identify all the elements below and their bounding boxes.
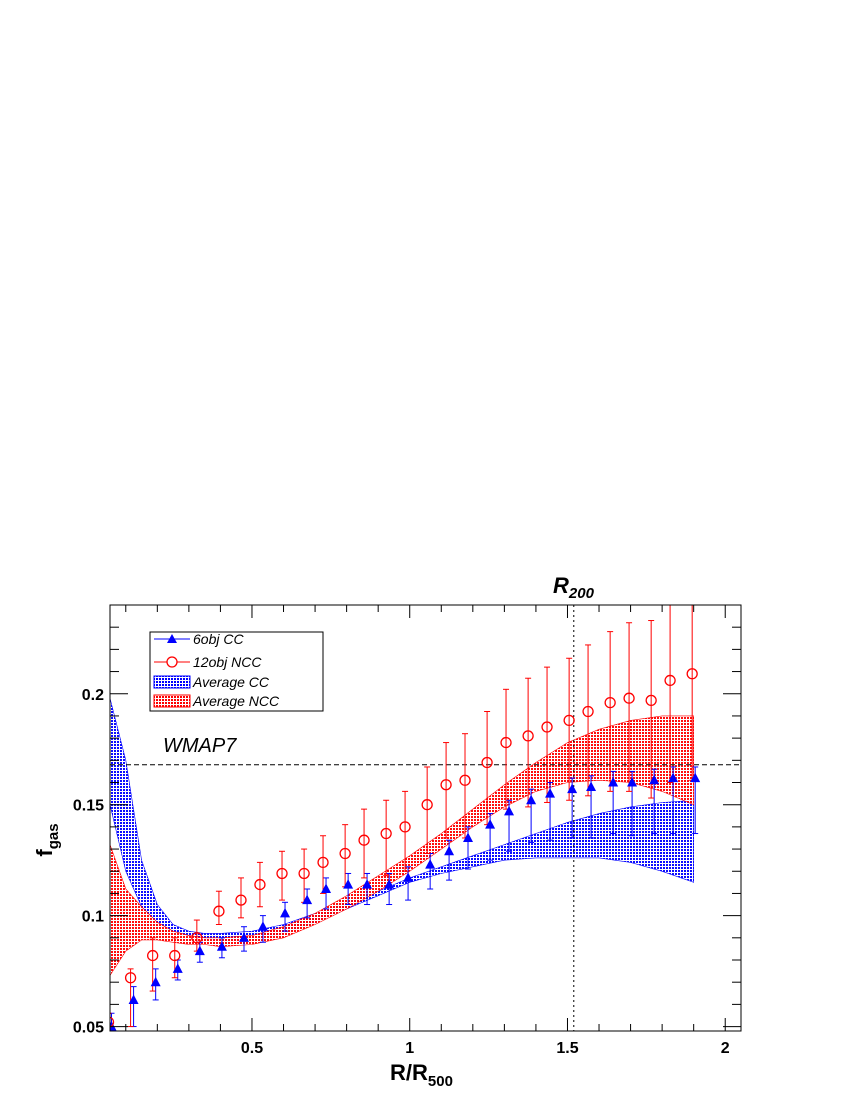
data-point-cc [425,859,436,869]
data-point-cc [485,819,496,829]
legend-marker-triangle [167,634,177,643]
data-point-ncc [317,856,329,869]
data-point-cc [690,772,701,783]
y-axis-title: fgas [32,823,62,856]
x-axis-title: R/R500 [390,1060,453,1090]
band-average-ncc [110,715,694,977]
data-point-cc [280,907,291,918]
data-point-ncc [298,867,310,880]
legend-label-avg-ncc: Average NCC [192,693,280,709]
data-point-ncc [686,668,698,680]
data-point-ncc [110,1016,115,1028]
data-point-ncc [339,847,351,860]
y-tick-label: 0.05 [73,1020,104,1037]
data-point-cc [627,777,638,787]
data-point-cc [150,976,161,987]
x-tick-label: 1.5 [556,1040,578,1057]
x-tick-label: 0.5 [241,1040,263,1057]
data-point-cc [239,932,250,942]
legend-label-cc: 6obj CC [193,631,244,647]
legend: 6obj CC 12obj NCC Average CC Average NCC [149,631,324,712]
legend-swatch-avg-cc [153,675,191,689]
data-point-cc [172,963,183,973]
legend-item-avg-cc: Average CC [153,674,270,690]
data-point-ncc [358,834,370,846]
x-axis-title-main: R/R [390,1060,428,1085]
y-axis-title-sub: gas [45,823,62,849]
data-point-cc [545,788,556,798]
data-point-ncc [481,756,493,769]
data-point-ncc [124,972,137,984]
legend-marker-circle [166,656,178,668]
y-tick-label: 0.15 [73,798,104,815]
data-point-cc [321,883,332,893]
data-point-ncc [563,714,575,727]
data-point-cc [504,805,515,816]
reference-lines [110,605,741,1031]
data-point-ncc [276,867,288,880]
data-point-ncc [604,696,616,709]
data-point-ncc [582,705,594,718]
data-point-ncc [147,949,159,962]
data-point-cc [586,781,597,791]
data-point-cc [362,879,373,889]
data-point-cc [608,777,619,787]
data-point-cc [403,872,414,882]
legend-item-avg-ncc: Average NCC [153,693,280,709]
data-point-cc [257,921,268,931]
r200-label: R200 [553,573,595,602]
data-point-ncc [459,774,471,786]
plot-frame [109,604,742,1032]
x-tick-label: 1 [405,1040,414,1057]
data-point-cc [194,945,205,956]
legend-label-ncc: 12obj NCC [193,654,262,670]
data-point-cc [463,832,474,842]
legend-item-ncc: 12obj NCC [154,654,262,670]
data-point-ncc [191,932,203,944]
x-tick-label: 2 [721,1040,730,1057]
wmap7-label: WMAP7 [163,735,237,757]
y-tick-label: 0.1 [82,909,104,926]
markers-layer [110,668,701,1031]
bands-layer [110,698,694,977]
data-point-ncc [169,949,181,962]
data-point-cc [216,941,227,951]
axis-ticks: 0.5 1 1.5 2 0.05 0.1 0.15 0.2 [73,604,741,1057]
data-point-cc [384,879,395,889]
data-point-cc [526,794,537,805]
legend-swatch-avg-ncc [153,694,191,708]
y-axis-title-main: f [32,849,57,857]
r200-label-sub: 200 [568,585,595,602]
data-point-ncc [522,730,534,742]
legend-label-avg-cc: Average CC [192,674,270,690]
data-point-ncc [664,674,676,687]
data-point-cc [110,1021,117,1031]
legend-item-cc: 6obj CC [154,631,244,647]
data-point-ncc [421,799,433,811]
x-axis-title-sub: 500 [428,1073,453,1090]
data-point-cc [128,994,139,1004]
data-point-ncc [254,878,266,891]
data-point-ncc [623,692,635,704]
error-bars-layer [110,605,699,1031]
data-point-cc [444,845,455,856]
data-point-ncc [440,779,452,791]
y-tick-label: 0.2 [82,687,104,704]
r200-label-main: R [553,573,569,598]
data-point-ncc [380,827,392,840]
data-point-cc [343,879,354,889]
data-point-cc [302,894,313,905]
data-point-cc [649,774,660,785]
data-point-cc [668,772,679,783]
data-point-ncc [399,821,411,833]
data-point-ncc [213,905,225,917]
data-point-ncc [235,894,247,906]
data-point-ncc [541,721,553,733]
data-point-ncc [500,736,512,749]
data-point-ncc [645,694,657,707]
data-point-cc [567,783,578,794]
